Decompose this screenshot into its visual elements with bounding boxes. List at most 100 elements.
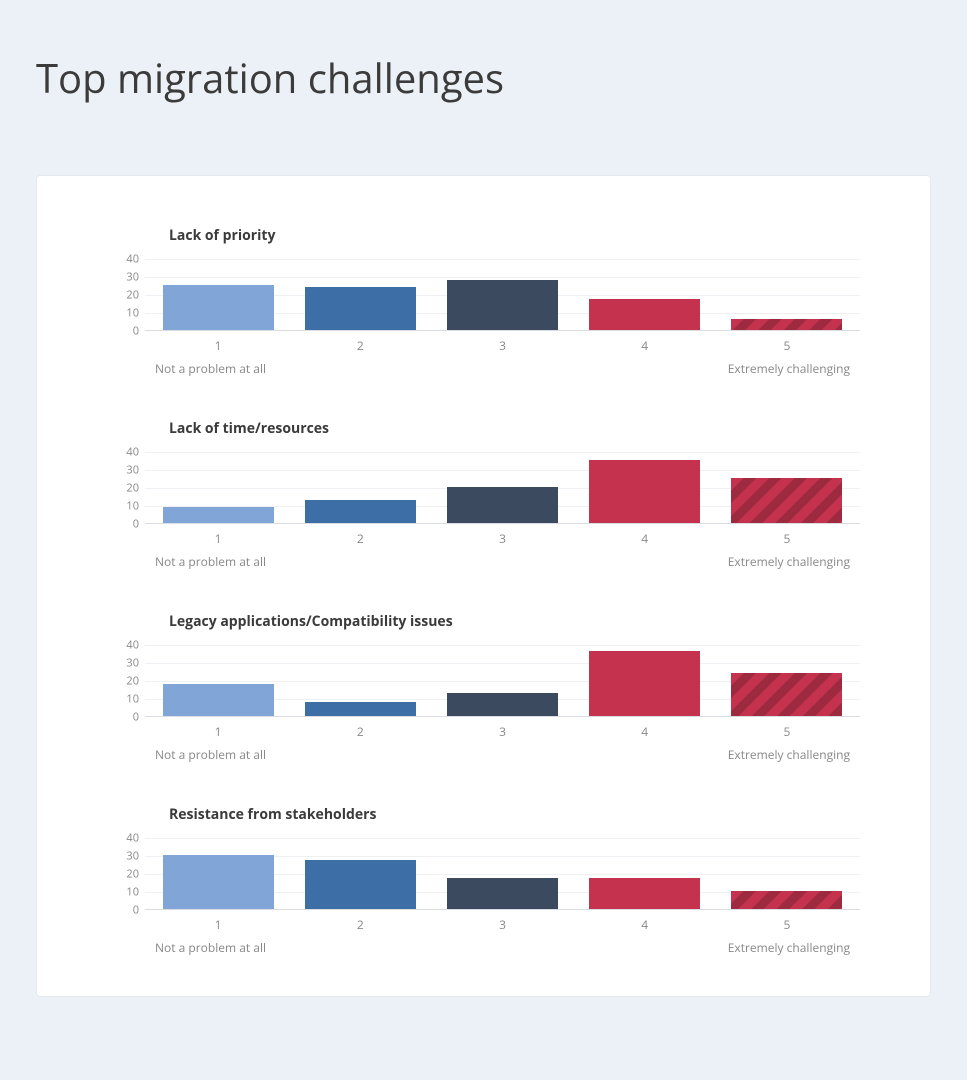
y-tick: 20 (126, 483, 139, 494)
axis-left-label: Not a problem at all (155, 746, 266, 763)
x-tick: 5 (716, 717, 858, 740)
chart-row: 40302010012345Not a problem at allExtrem… (107, 259, 860, 377)
y-tick: 40 (126, 447, 139, 458)
x-axis: 12345 (145, 717, 860, 740)
y-tick: 10 (126, 308, 139, 319)
x-tick: 3 (431, 331, 573, 354)
x-axis: 12345 (145, 910, 860, 933)
plot-area: 12345Not a problem at allExtremely chall… (145, 259, 860, 377)
bar-slot (716, 838, 858, 909)
bars (145, 259, 860, 330)
chart-block: Lack of priority40302010012345Not a prob… (107, 226, 860, 377)
y-tick: 10 (126, 501, 139, 512)
bar (305, 287, 416, 330)
chart-title: Lack of priority (169, 226, 860, 245)
bar (447, 487, 558, 523)
axis-left-label: Not a problem at all (155, 360, 266, 377)
y-tick: 30 (126, 658, 139, 669)
x-tick: 4 (574, 910, 716, 933)
axis-right-label: Extremely challenging (728, 553, 850, 570)
y-axis: 403020100 (107, 452, 145, 524)
bar (589, 299, 700, 330)
bars (145, 838, 860, 909)
axis-right-label: Extremely challenging (728, 939, 850, 956)
axis-left-label: Not a problem at all (155, 939, 266, 956)
bar (731, 891, 842, 909)
y-tick: 0 (133, 326, 139, 337)
plot-area: 12345 Not a problem at all Extremely chall… (145, 838, 860, 956)
bar (305, 860, 416, 909)
plot (145, 838, 860, 910)
axis-left-label: Not a problem at all (155, 553, 266, 570)
bar (305, 702, 416, 716)
y-tick: 0 (133, 519, 139, 530)
bar (305, 500, 416, 523)
x-tick: 2 (289, 524, 431, 547)
page-title: Top migration challenges (0, 0, 967, 105)
chart-row: 40302010012345Not a problem at allExtrem… (107, 452, 860, 570)
y-axis: 403020100 (107, 838, 145, 910)
bar (163, 684, 274, 716)
bar-slot (147, 645, 289, 716)
chart-block: Lack of time/resources 40 30 20 10 0 12345 Not … (107, 419, 860, 570)
bar-slot (147, 452, 289, 523)
chart-title: Lack of time/resources (169, 419, 860, 438)
bar (163, 507, 274, 523)
y-tick: 20 (126, 869, 139, 880)
axis-right-label: Extremely challenging (728, 360, 850, 377)
axis-end-labels: Not a problem at all Extremely challengin… (145, 939, 860, 956)
bar-slot (716, 452, 858, 523)
chart-row: 40302010012345Not a problem at allExtrem… (107, 838, 860, 956)
y-tick: 10 (126, 887, 139, 898)
x-tick: 5 (716, 524, 858, 547)
bar-slot (431, 452, 573, 523)
bar (731, 319, 842, 330)
chart-row: 40302010012345 Not a problem at allExtrem… (107, 645, 860, 763)
y-tick: 30 (126, 272, 139, 283)
y-tick: 0 (133, 905, 139, 916)
bar (731, 478, 842, 523)
x-tick: 4 (574, 717, 716, 740)
chart-title: Resistance from stakeholders (169, 805, 860, 824)
bar (447, 693, 558, 716)
bar-slot (574, 452, 716, 523)
x-tick: 2 (289, 910, 431, 933)
y-axis: 403020100 (107, 645, 145, 717)
x-tick: 4 (574, 524, 716, 547)
bar-slot (289, 645, 431, 716)
x-tick: 3 (431, 717, 573, 740)
bar-slot (574, 259, 716, 330)
charts-container: Lack of priority40302010012345Not a prob… (107, 226, 860, 956)
plot (145, 452, 860, 524)
x-tick: 1 (147, 331, 289, 354)
x-tick: 5 (716, 910, 858, 933)
y-tick: 40 (126, 254, 139, 265)
bars (145, 645, 860, 716)
bar (589, 651, 700, 716)
bar (163, 285, 274, 330)
bar-slot (289, 259, 431, 330)
plot-area: 12345 Not a problem at all Extremely chall… (145, 452, 860, 570)
x-tick: 5 (716, 331, 858, 354)
x-tick: 3 (431, 524, 573, 547)
plot-area: 12345 Not a problem at allExtremely chall… (145, 645, 860, 763)
y-tick: 30 (126, 465, 139, 476)
y-tick: 0 (133, 712, 139, 723)
bar-slot (147, 259, 289, 330)
bar-slot (431, 645, 573, 716)
axis-end-labels: Not a problem at all Extremely challengin… (145, 360, 860, 377)
x-tick: 1 (147, 910, 289, 933)
y-tick: 20 (126, 290, 139, 301)
bar-slot (716, 645, 858, 716)
bar (447, 878, 558, 909)
bar-slot (574, 645, 716, 716)
x-tick: 2 (289, 717, 431, 740)
chart-block: Resistance from stakeholders403020100123… (107, 805, 860, 956)
axis-end-labels: Not a problem at allExtremely challengin… (145, 746, 860, 763)
x-axis: 12345 (145, 524, 860, 547)
x-tick: 3 (431, 910, 573, 933)
bar (447, 280, 558, 330)
axis-end-labels: Not a problem at all Extremely challengin… (145, 553, 860, 570)
bar-slot (431, 838, 573, 909)
y-tick: 40 (126, 833, 139, 844)
